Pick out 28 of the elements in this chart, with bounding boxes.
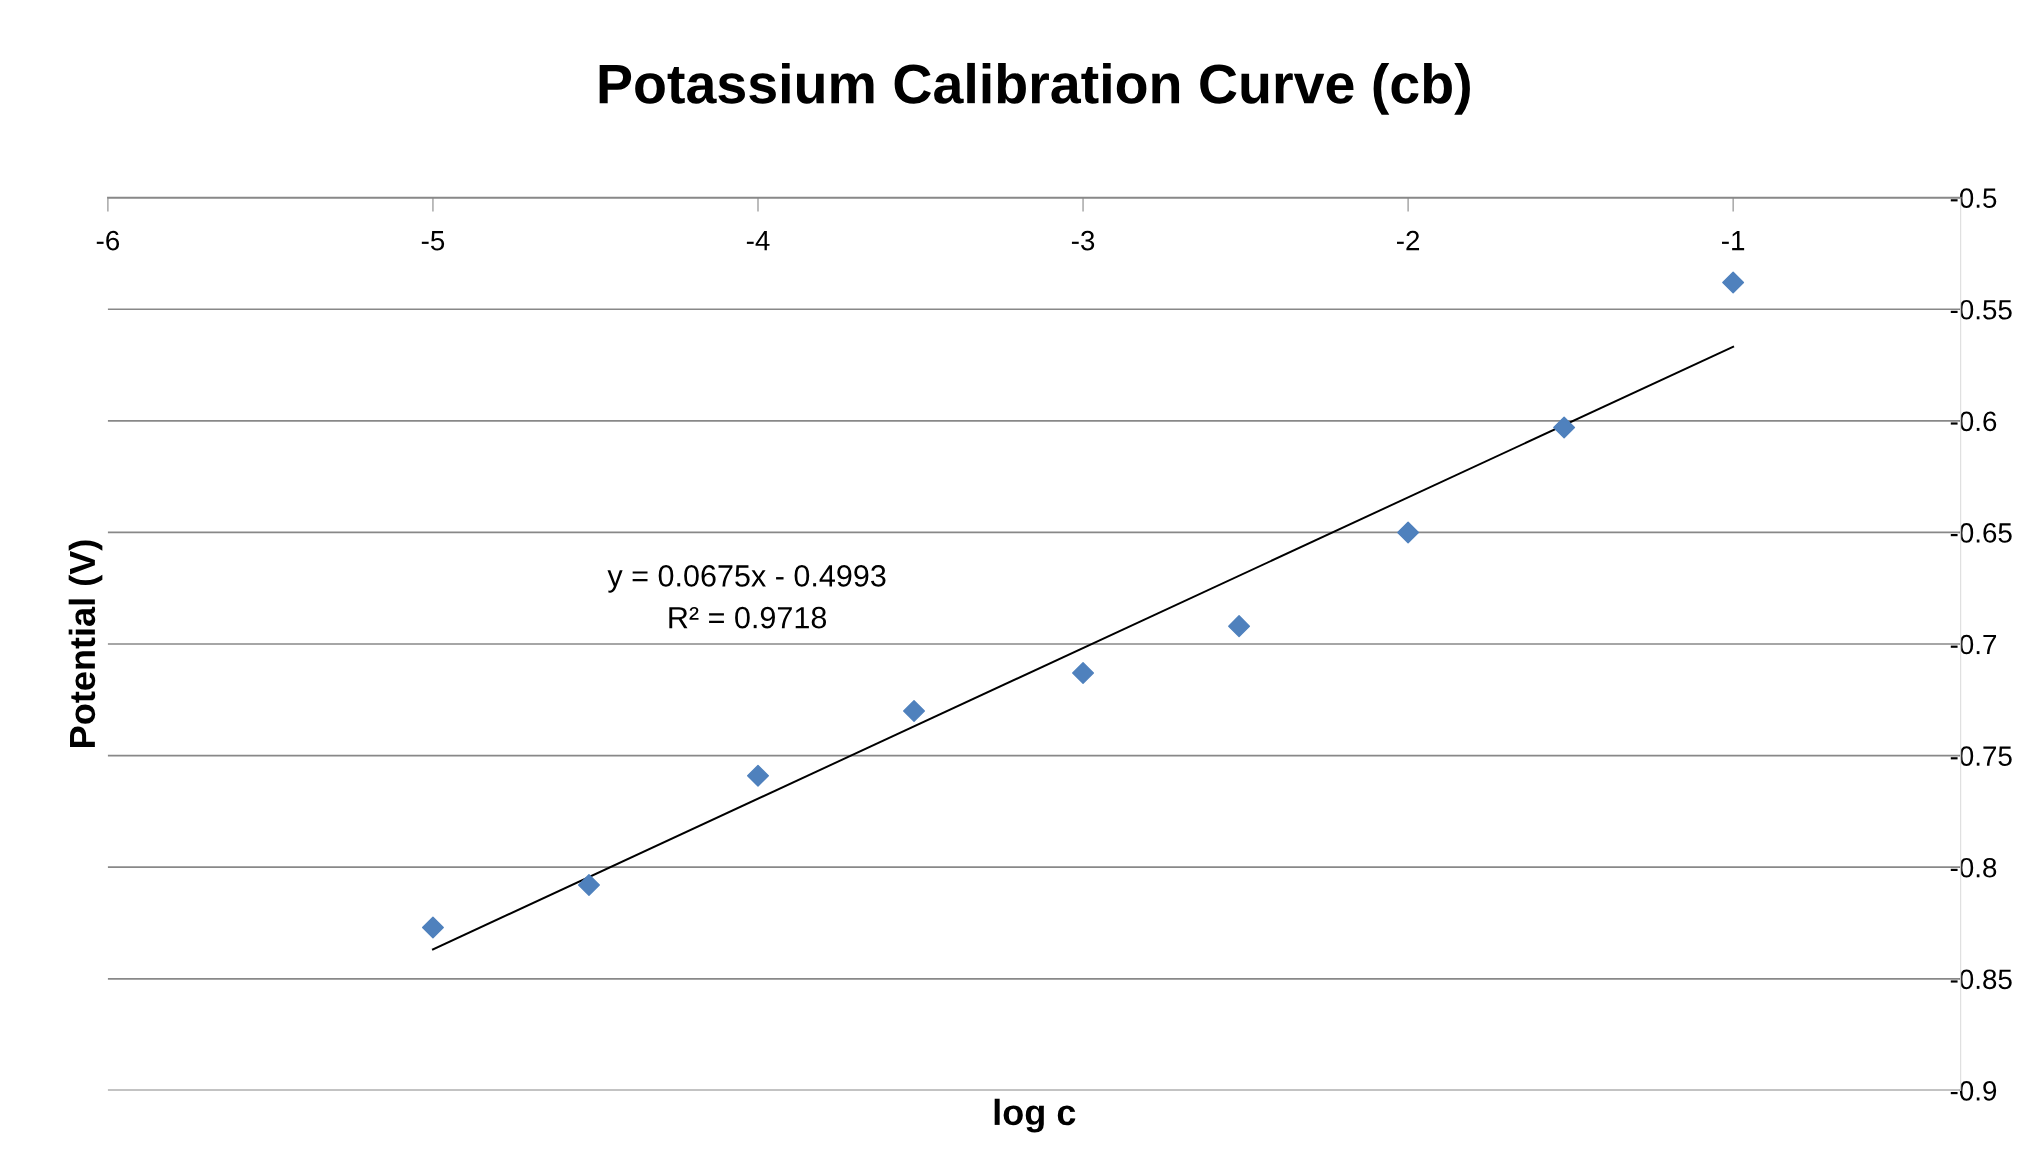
y-axis-title: Potential (V) [68,540,103,747]
y-tick-label: -0.85 [1950,969,2012,990]
annotation: y = 0.0675x - 0.4993 R² = 0.9718 [607,565,886,629]
point [1722,271,1745,294]
x-tick-label: -5 [421,231,445,251]
chart-title: Potassium Calibration Curve (cb) [599,62,1470,115]
x-tick-label: -3 [1071,230,1095,251]
y-tick-label: -0.8 [1950,857,1997,878]
point [1072,662,1095,685]
x-tick-label: -1 [1722,231,1745,251]
y-tick-label: -0.65 [1950,523,2012,543]
x-tick-label: -2 [1396,230,1420,251]
y-tick-label: -0.7 [1950,634,1997,655]
point [903,699,926,722]
x-tick-label: -4 [746,231,770,251]
y-tick-label: -0.9 [1950,1081,1997,1101]
y-tick-label: -0.5 [1950,188,1997,208]
point [1553,416,1576,439]
point [1228,615,1251,638]
y-tick-label: -0.6 [1950,411,1997,432]
y-tick-label: -0.75 [1950,746,2012,766]
x-axis-title: log c [994,1098,1076,1133]
point [421,916,444,939]
y-tick-label: -0.55 [1950,299,2012,320]
point [747,764,769,787]
x-tick-label: -6 [96,230,120,251]
point [1397,521,1420,544]
point [577,874,600,897]
